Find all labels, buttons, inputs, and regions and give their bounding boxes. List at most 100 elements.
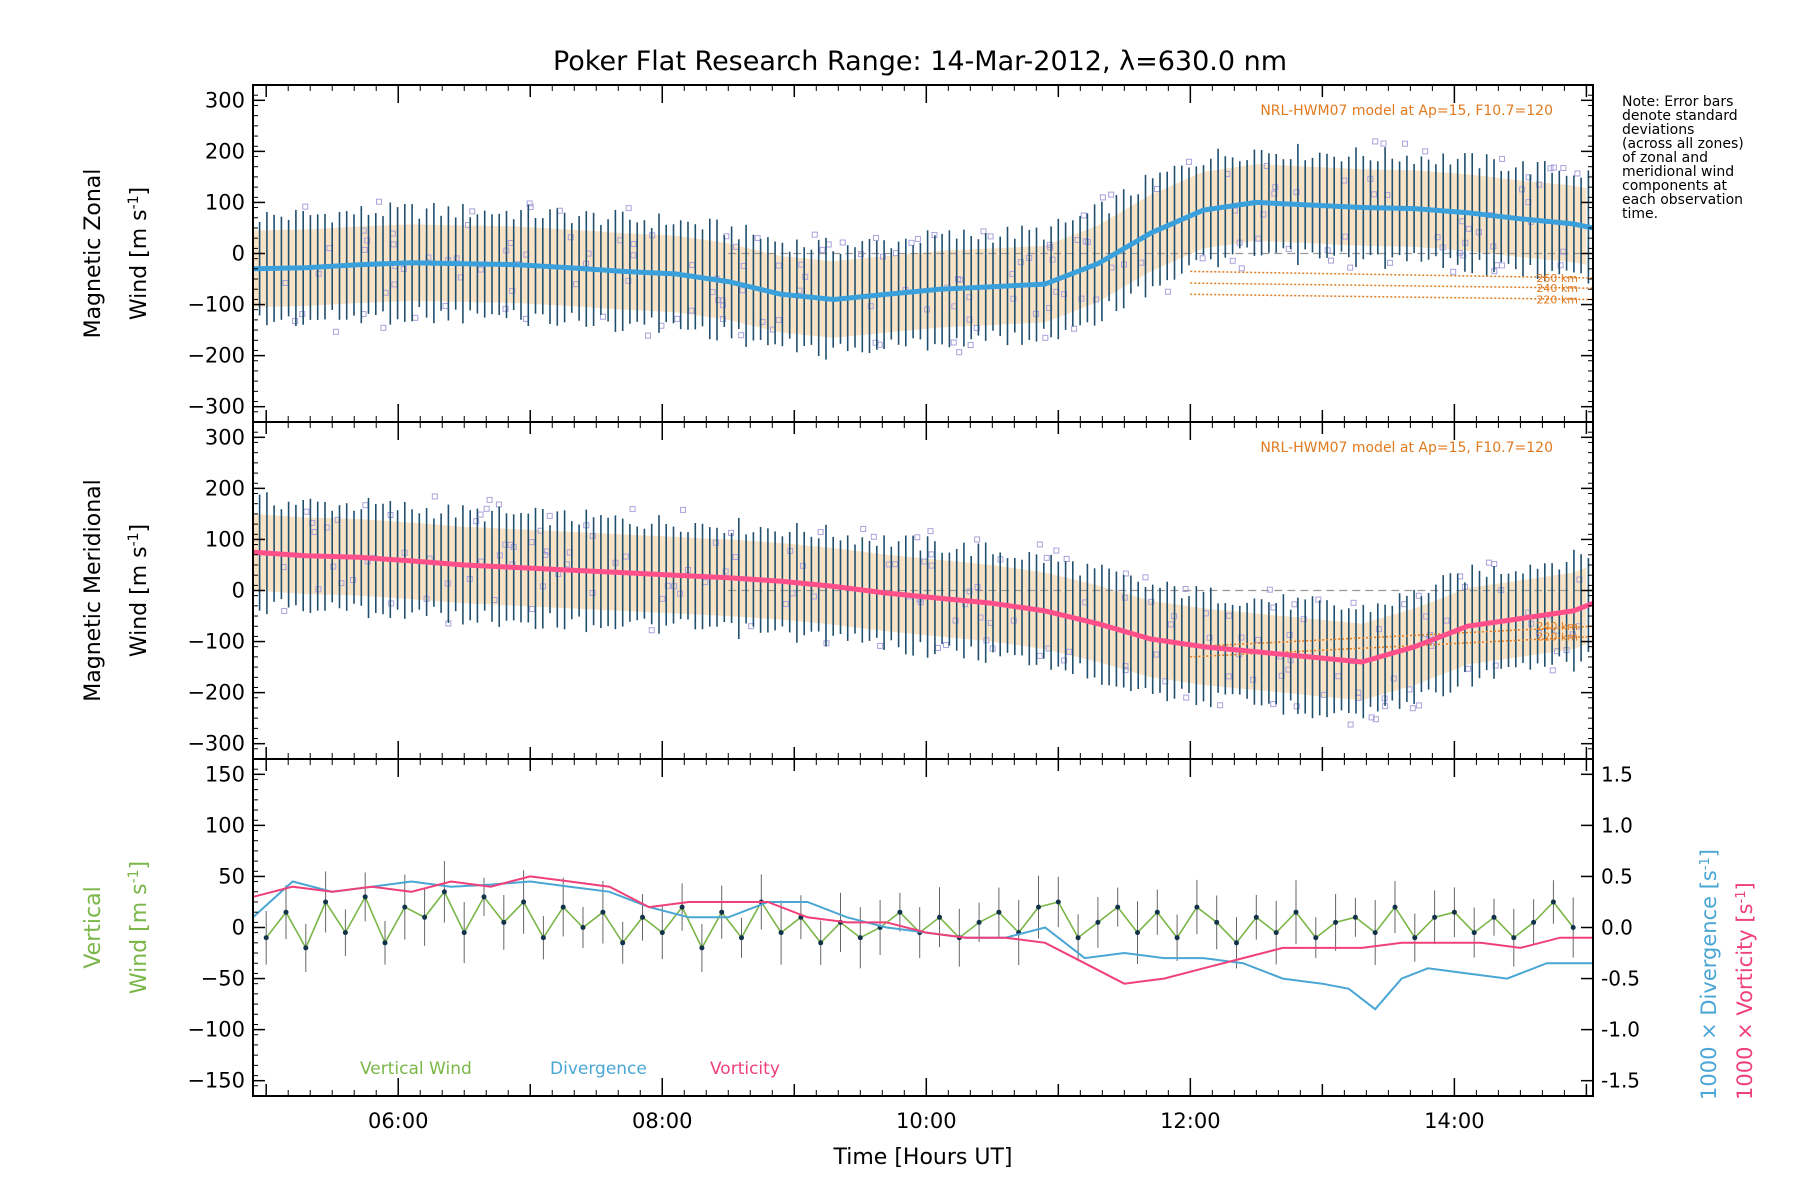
scatter-point xyxy=(364,237,371,244)
scatter-point xyxy=(860,525,867,532)
scatter-point xyxy=(679,506,686,513)
scatter-point xyxy=(1049,256,1056,263)
vertical-wind-point xyxy=(818,940,824,946)
right-axis-tick-label: 0.5 xyxy=(1601,864,1633,888)
scatter-point xyxy=(1415,592,1422,599)
scatter-point xyxy=(1380,140,1387,147)
vertical-wind-point xyxy=(1115,904,1121,910)
y-tick-label: 300 xyxy=(205,425,245,449)
mean-wind-line xyxy=(252,549,1594,665)
scatter-point xyxy=(800,562,807,569)
scatter-point xyxy=(292,318,299,325)
y-tick-label: 0 xyxy=(232,242,245,266)
scatter-point xyxy=(388,600,395,607)
vertical-wind-point xyxy=(1570,925,1576,930)
scatter-point xyxy=(1167,621,1174,628)
vertical-wind-point xyxy=(461,930,467,936)
vertical-wind-point xyxy=(1214,919,1220,925)
right-axis-tick-label: -1.0 xyxy=(1601,1018,1640,1042)
vertical-wind-point xyxy=(1352,914,1358,920)
vertical-wind-point xyxy=(1550,899,1556,905)
vertical-wind-point xyxy=(1194,904,1200,910)
scatter-point xyxy=(1557,262,1564,269)
scatter-point xyxy=(1225,673,1232,680)
y-tick-label: 50 xyxy=(218,864,245,888)
scatter-point xyxy=(1063,555,1070,562)
scatter-point xyxy=(1560,248,1567,255)
scatter-point xyxy=(1443,617,1450,624)
vertical-wind-point xyxy=(1273,930,1279,936)
model-line-label: 260 km xyxy=(1536,272,1578,285)
scatter-point xyxy=(1368,714,1375,721)
scatter-point xyxy=(1053,547,1060,554)
y-tick-label: 100 xyxy=(205,813,245,837)
vertical-wind-point xyxy=(560,904,566,910)
x-tick-label: 08:00 xyxy=(632,1109,693,1133)
legend-entry: Vertical Wind xyxy=(360,1059,472,1079)
vertical-wind-point xyxy=(1392,904,1398,910)
y-tick-label: 100 xyxy=(205,190,245,214)
divergence-axis-label: 1000 × Divergence [s-1] xyxy=(1697,849,1721,1100)
model-line xyxy=(1190,635,1594,658)
vertical-wind-point xyxy=(976,919,982,925)
x-tick-label: 06:00 xyxy=(368,1109,429,1133)
scatter-point xyxy=(1043,554,1050,561)
y-tick-label: 150 xyxy=(205,762,245,786)
scatter-point xyxy=(1372,138,1379,145)
scatter-point xyxy=(281,607,288,614)
scatter-point xyxy=(567,234,574,241)
scatter-point xyxy=(1485,559,1492,566)
vertical-wind-point xyxy=(1293,909,1299,915)
x-axis-label: Time [Hours UT] xyxy=(833,1145,1013,1170)
scatter-point xyxy=(1434,234,1441,241)
scatter-point xyxy=(825,241,832,248)
y-tick-label: 0 xyxy=(232,916,245,940)
vertical-wind-point xyxy=(1491,914,1497,920)
y-axis-label-units: Wind [m s-1] xyxy=(126,524,152,657)
scatter-point xyxy=(1401,140,1408,147)
y-tick-label: −300 xyxy=(187,732,245,756)
vertical-wind-point xyxy=(283,909,289,915)
x-tick-label: 10:00 xyxy=(896,1109,957,1133)
y-tick-label: −50 xyxy=(201,967,245,991)
vertical-wind-point xyxy=(1432,914,1438,920)
scatter-point xyxy=(974,584,981,591)
scatter-point xyxy=(738,332,745,339)
scatter-point xyxy=(1525,174,1532,181)
model-label: NRL-HWM07 model at Ap=15, F10.7=120 xyxy=(1260,103,1553,119)
scatter-point xyxy=(486,496,493,503)
scatter-point xyxy=(1550,164,1557,171)
scatter-point xyxy=(927,528,934,535)
scatter-point xyxy=(350,577,357,584)
scatter-point xyxy=(303,508,310,515)
scatter-point xyxy=(546,512,553,519)
x-tick-label: 12:00 xyxy=(1160,1109,1221,1133)
scatter-point xyxy=(1535,629,1542,636)
vertical-wind-point xyxy=(263,935,269,941)
model-line-label: 220 km xyxy=(1536,293,1578,306)
scatter-point xyxy=(483,505,490,512)
model-line-label: 220 km xyxy=(1536,630,1578,643)
scatter-point xyxy=(1576,576,1583,583)
vertical-wind-point xyxy=(501,919,507,925)
scatter-point xyxy=(1226,612,1233,619)
plot-frame xyxy=(252,758,1594,1097)
scatter-point xyxy=(1547,165,1554,172)
divergence-line xyxy=(252,880,1593,1011)
scatter-point xyxy=(529,605,536,612)
scatter-point xyxy=(1238,634,1245,641)
scatter-point xyxy=(469,208,476,215)
scatter-point xyxy=(966,588,973,595)
scatter-point xyxy=(442,302,449,309)
right-axis-tick-label: 0.0 xyxy=(1601,916,1633,940)
scatter-point xyxy=(775,316,782,323)
vertical-wind-point xyxy=(1333,919,1339,925)
vertical-wind-point xyxy=(1451,909,1457,915)
scatter-point xyxy=(872,234,879,241)
scatter-point xyxy=(477,511,484,518)
vertical-wind-point xyxy=(897,909,903,915)
scatter-point xyxy=(625,205,632,212)
scatter-point xyxy=(802,273,809,280)
scatter-point xyxy=(1010,617,1017,624)
